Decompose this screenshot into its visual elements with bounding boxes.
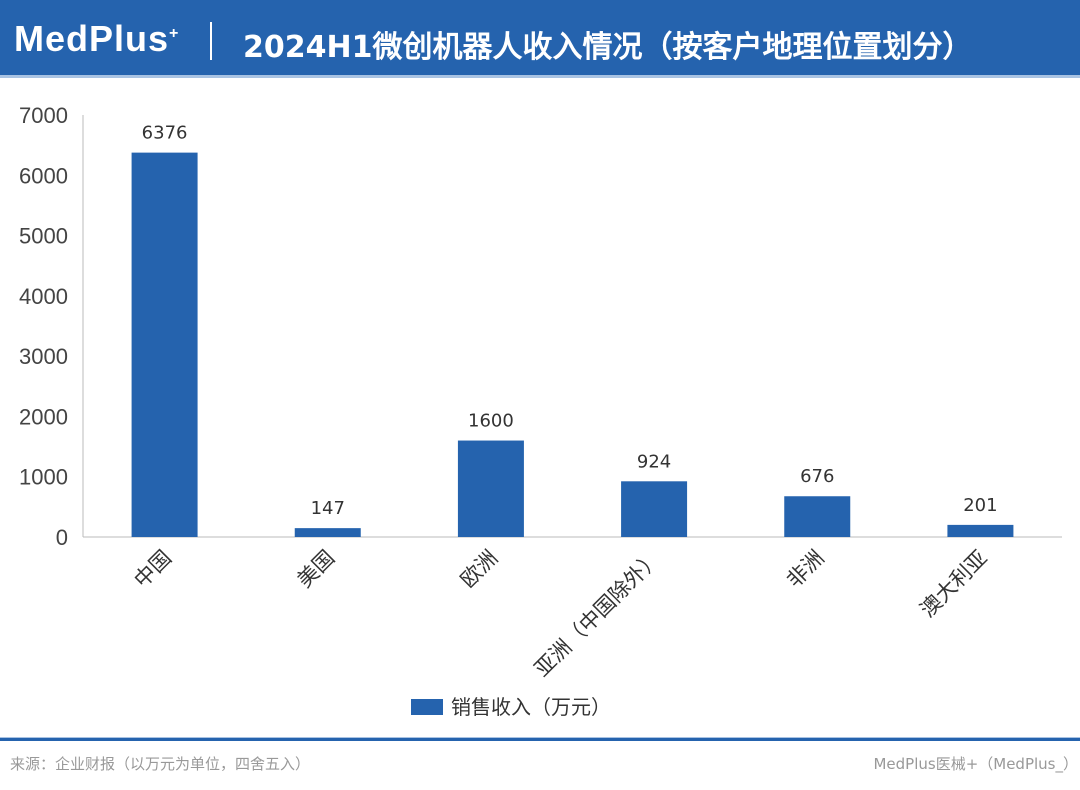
legend-label: 销售收入（万元） <box>451 695 611 719</box>
header-divider <box>210 22 212 60</box>
x-tick-label: 中国 <box>129 546 176 593</box>
chart-title: 2024H1微创机器人收入情况（按客户地理位置划分） <box>243 30 973 65</box>
y-tick-label: 0 <box>56 525 68 550</box>
y-tick-label: 2000 <box>19 404 68 429</box>
y-tick-label: 1000 <box>19 465 68 490</box>
bar <box>784 496 851 537</box>
bar <box>294 528 361 537</box>
medplus-logo: MedPlus+ <box>14 18 179 60</box>
x-tick-label: 亚洲（中国除外） <box>530 546 666 682</box>
y-tick-label: 7000 <box>19 103 68 128</box>
x-tick-label: 美国 <box>293 546 340 593</box>
logo-plus: + <box>169 25 180 42</box>
x-tick-label: 非洲 <box>782 546 829 593</box>
data-label: 924 <box>637 451 671 472</box>
bar <box>947 524 1014 537</box>
source-note: 来源：企业财报（以万元为单位，四舍五入） <box>10 755 311 773</box>
data-label: 1600 <box>468 411 514 432</box>
bar <box>457 440 524 537</box>
data-label: 6376 <box>142 123 188 144</box>
bar <box>131 152 198 537</box>
data-label: 147 <box>311 498 345 519</box>
legend-swatch <box>411 699 443 715</box>
credit-note: MedPlus医械+（MedPlus_） <box>873 755 1078 773</box>
data-label: 676 <box>800 466 834 487</box>
y-tick-label: 3000 <box>19 344 68 369</box>
y-tick-label: 4000 <box>19 284 68 309</box>
x-tick-label: 欧洲 <box>456 546 503 593</box>
bar <box>621 481 688 537</box>
x-tick-label: 澳大利亚 <box>916 546 992 622</box>
y-tick-label: 5000 <box>19 224 68 249</box>
footer-divider <box>0 737 1080 741</box>
logo-text: MedPlus <box>14 18 170 59</box>
header: MedPlus+ 2024H1微创机器人收入情况（按客户地理位置划分） <box>0 0 1080 78</box>
data-label: 201 <box>963 495 997 516</box>
y-tick-label: 6000 <box>19 163 68 188</box>
